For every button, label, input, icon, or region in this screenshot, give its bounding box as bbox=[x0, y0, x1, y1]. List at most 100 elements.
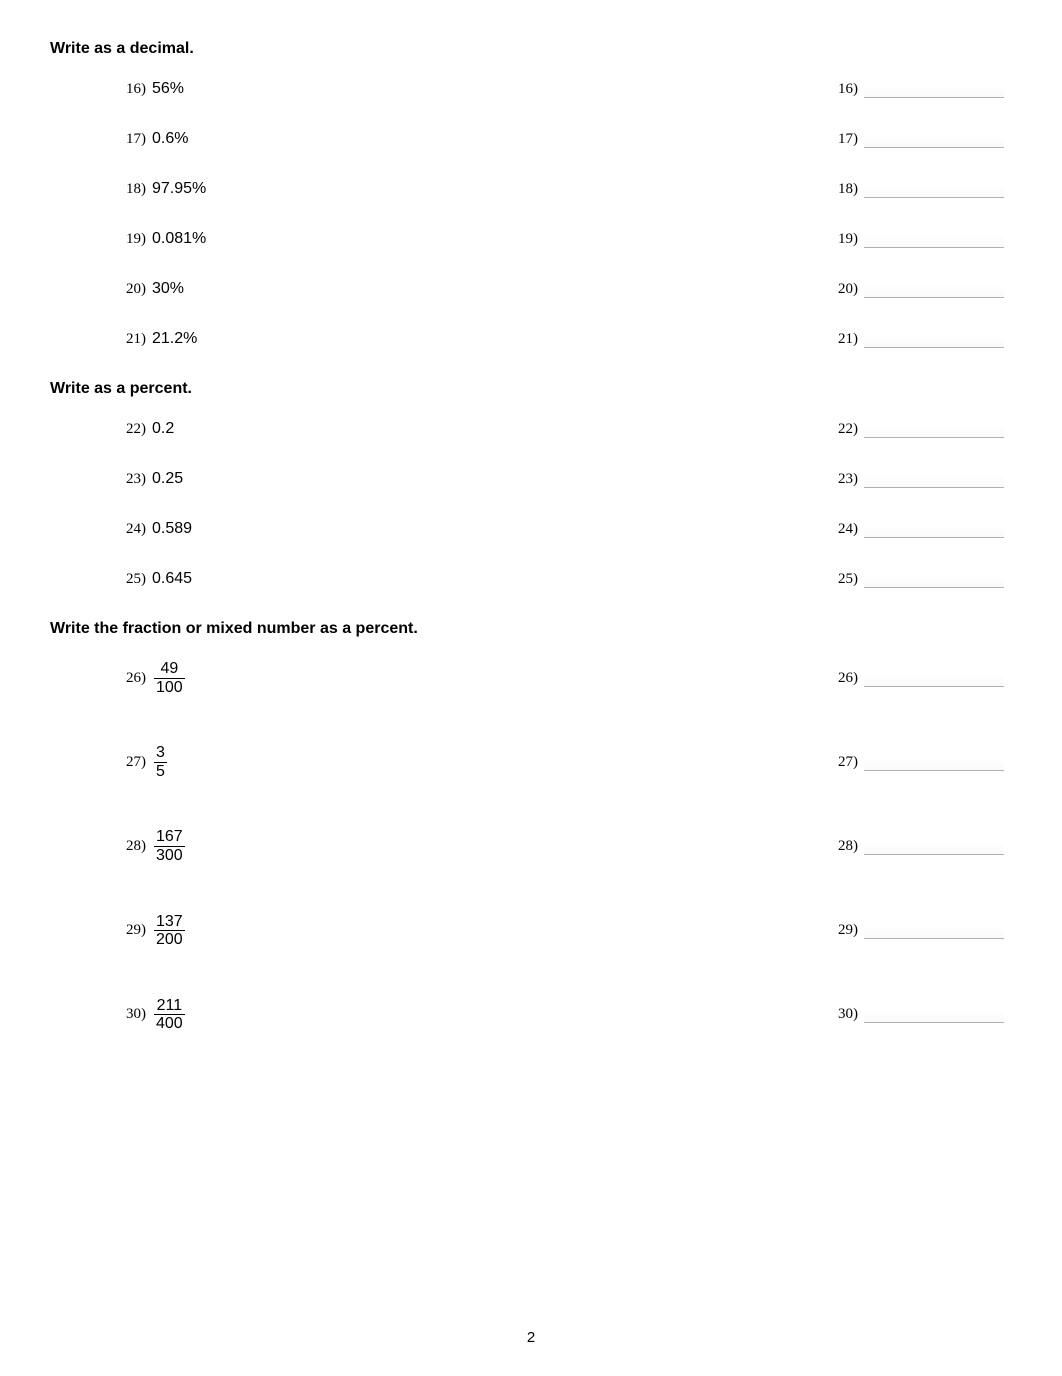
answer-blank-line bbox=[864, 673, 1004, 687]
question-left: 25) 0.645 bbox=[120, 570, 192, 588]
answer-slot: 28) bbox=[838, 838, 1004, 855]
question-text: 21.2% bbox=[152, 330, 197, 348]
fraction-denominator: 5 bbox=[154, 762, 167, 781]
answer-number: 19) bbox=[838, 231, 858, 248]
question-text: 30% bbox=[152, 280, 184, 298]
answer-number: 25) bbox=[838, 571, 858, 588]
question-number: 28) bbox=[120, 838, 146, 855]
answer-number: 29) bbox=[838, 922, 858, 939]
answer-blank-line bbox=[864, 474, 1004, 488]
fraction-numerator: 49 bbox=[158, 660, 180, 678]
answer-blank-line bbox=[864, 524, 1004, 538]
fraction-numerator: 211 bbox=[155, 997, 185, 1015]
answer-blank-line bbox=[864, 334, 1004, 348]
question-number: 20) bbox=[120, 281, 146, 298]
question-row: 27) 35 27) bbox=[50, 744, 1012, 780]
section-heading: Write as a decimal. bbox=[50, 40, 1012, 58]
question-left: 18)97.95% bbox=[120, 180, 206, 198]
question-left: 30) 211400 bbox=[120, 997, 185, 1033]
question-text: 0.081% bbox=[152, 230, 206, 248]
question-text: 0.25 bbox=[152, 470, 183, 488]
question-left: 29)137200 bbox=[120, 913, 185, 949]
answer-number: 28) bbox=[838, 838, 858, 855]
question-row: 28) 167300 28) bbox=[50, 828, 1012, 864]
question-row: 16) 56% 16) bbox=[50, 80, 1012, 98]
fraction-numerator: 3 bbox=[154, 744, 167, 762]
answer-number: 16) bbox=[838, 81, 858, 98]
answer-blank-line bbox=[864, 284, 1004, 298]
answer-number: 23) bbox=[838, 471, 858, 488]
answer-number: 30) bbox=[838, 1006, 858, 1023]
answer-slot: 29) bbox=[838, 922, 1004, 939]
question-number: 17) bbox=[120, 131, 146, 148]
answer-number: 22) bbox=[838, 421, 858, 438]
answer-blank-line bbox=[864, 424, 1004, 438]
question-number: 26) bbox=[120, 670, 146, 687]
question-number: 30) bbox=[120, 1006, 146, 1023]
answer-slot: 19) bbox=[838, 231, 1004, 248]
answer-slot: 22) bbox=[838, 421, 1004, 438]
answer-slot: 26) bbox=[838, 670, 1004, 687]
fraction: 211400 bbox=[154, 997, 185, 1033]
question-number: 27) bbox=[120, 754, 146, 771]
question-row: 21)21.2% 21) bbox=[50, 330, 1012, 348]
answer-number: 26) bbox=[838, 670, 858, 687]
question-number: 16) bbox=[120, 81, 146, 98]
answer-number: 18) bbox=[838, 181, 858, 198]
fraction-numerator: 167 bbox=[154, 828, 185, 846]
question-number: 24) bbox=[120, 521, 146, 538]
answer-blank-line bbox=[864, 1009, 1004, 1023]
question-row: 18)97.95%18) bbox=[50, 180, 1012, 198]
question-text: 0.6% bbox=[152, 130, 188, 148]
question-number: 23) bbox=[120, 471, 146, 488]
answer-slot: 16) bbox=[838, 81, 1004, 98]
answer-slot: 30) bbox=[838, 1006, 1004, 1023]
question-row: 17) 0.6% 17) bbox=[50, 130, 1012, 148]
answer-slot: 23) bbox=[838, 471, 1004, 488]
answer-blank-line bbox=[864, 574, 1004, 588]
question-text: 56% bbox=[152, 80, 184, 98]
question-number: 19) bbox=[120, 231, 146, 248]
answer-blank-line bbox=[864, 841, 1004, 855]
answer-slot: 25) bbox=[838, 571, 1004, 588]
fraction-denominator: 300 bbox=[154, 846, 185, 865]
question-left: 28) 167300 bbox=[120, 828, 185, 864]
question-left: 26) 49100 bbox=[120, 660, 185, 696]
question-left: 23) 0.25 bbox=[120, 470, 183, 488]
question-left: 22)0.2 bbox=[120, 420, 174, 438]
question-left: 17) 0.6% bbox=[120, 130, 188, 148]
question-number: 25) bbox=[120, 571, 146, 588]
question-row: 22)0.222) bbox=[50, 420, 1012, 438]
question-text: 0.589 bbox=[152, 520, 192, 538]
question-left: 21)21.2% bbox=[120, 330, 197, 348]
answer-slot: 17) bbox=[838, 131, 1004, 148]
question-number: 29) bbox=[120, 922, 146, 939]
answer-blank-line bbox=[864, 234, 1004, 248]
question-row: 30) 211400 30) bbox=[50, 997, 1012, 1033]
fraction: 35 bbox=[154, 744, 167, 780]
answer-blank-line bbox=[864, 184, 1004, 198]
question-row: 20)30%20) bbox=[50, 280, 1012, 298]
question-row: 24) 0.589 24) bbox=[50, 520, 1012, 538]
fraction: 49100 bbox=[154, 660, 185, 696]
question-row: 23) 0.25 23) bbox=[50, 470, 1012, 488]
question-left: 27) 35 bbox=[120, 744, 167, 780]
question-number: 18) bbox=[120, 181, 146, 198]
question-row: 25) 0.645 25) bbox=[50, 570, 1012, 588]
answer-slot: 24) bbox=[838, 521, 1004, 538]
fraction-denominator: 200 bbox=[154, 930, 185, 949]
question-text: 0.645 bbox=[152, 570, 192, 588]
answer-slot: 21) bbox=[838, 331, 1004, 348]
answer-number: 27) bbox=[838, 754, 858, 771]
page-number: 2 bbox=[0, 1329, 1062, 1346]
answer-number: 17) bbox=[838, 131, 858, 148]
section-heading: Write as a percent. bbox=[50, 380, 1012, 398]
fraction-denominator: 400 bbox=[154, 1014, 185, 1033]
fraction-denominator: 100 bbox=[154, 678, 185, 697]
question-left: 16) 56% bbox=[120, 80, 184, 98]
answer-blank-line bbox=[864, 757, 1004, 771]
answer-blank-line bbox=[864, 84, 1004, 98]
section-heading: Write the fraction or mixed number as a … bbox=[50, 620, 1012, 638]
question-number: 22) bbox=[120, 421, 146, 438]
answer-number: 21) bbox=[838, 331, 858, 348]
